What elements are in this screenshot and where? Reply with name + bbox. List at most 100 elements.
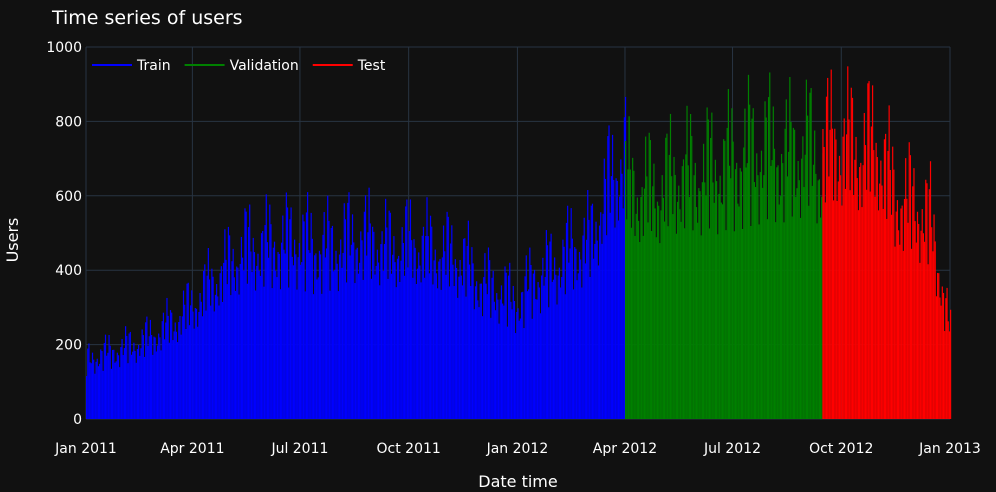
bar-train [194,307,196,419]
bar-test [883,139,886,419]
bar-validation [712,182,714,419]
bar-validation [744,108,746,419]
legend-label: Test [357,58,386,74]
bar-train [502,303,504,419]
legend-item-train[interactable]: Train [92,58,171,74]
bar-validation [723,139,725,419]
legend-item-test[interactable]: Test [312,58,386,74]
bar-train [533,269,536,419]
bar-train [541,275,543,419]
bar-train [328,220,330,419]
legend-label: Validation [230,58,299,74]
bar-validation [738,206,740,419]
bar-train [117,355,120,419]
bar-train [184,304,186,419]
bar-train [476,281,478,419]
bar-validation [806,115,809,419]
bar-validation [672,214,674,419]
bar-train [231,261,233,419]
bar-train [295,254,297,419]
bar-train [596,240,598,419]
bar-train [546,245,549,419]
bar-validation [732,141,734,419]
bar-train [103,342,105,419]
bar-validation [778,204,780,419]
bar-train [425,235,427,419]
bar-train [146,316,148,419]
bar-train [473,309,475,419]
bar-validation [701,182,703,419]
bar-train [266,242,269,419]
bar-train [292,265,295,419]
bar-validation [719,175,721,419]
bar-validation [727,89,729,420]
bar-train [250,251,252,419]
bar-train [382,271,384,419]
bar-validation [646,176,648,419]
bar-train [455,267,458,419]
bar-train [426,197,428,419]
bar-train [381,231,383,419]
bar-train [372,226,374,419]
bar-train [214,294,217,419]
bar-validation [640,197,642,419]
bar-test [900,208,902,419]
bar-test [908,142,910,419]
bar-test [948,331,951,419]
bar-train [338,254,341,419]
bar-validation [697,222,699,419]
bar-validation [728,165,731,419]
bar-train [203,270,205,419]
bar-test [914,221,916,419]
bar-train [169,310,172,419]
bar-test [907,222,909,419]
bar-train [578,251,581,419]
bar-train [325,248,328,419]
bar-train [520,292,523,419]
bar-train [400,260,402,419]
bar-validation [772,106,774,419]
bar-validation [637,220,640,419]
bar-train [444,251,446,419]
bar-train [195,308,198,419]
bar-train [576,280,578,419]
bar-train [171,312,173,419]
bar-train [552,279,555,419]
bar-train [395,287,397,419]
bar-train [100,349,102,419]
bar-train [590,205,592,419]
bar-test [834,128,836,419]
bar-train [149,319,152,419]
bar-train [270,224,272,419]
bar-train [336,263,338,419]
bar-test [892,146,894,419]
bar-train [272,247,274,419]
bar-validation [629,169,631,419]
bar-train [210,305,212,419]
bar-validation [682,159,685,419]
bar-validation [680,221,682,419]
bar-train [141,329,143,419]
bar-train [620,159,622,420]
bar-train [251,271,253,419]
bar-test [874,196,876,419]
bar-test [889,169,891,419]
bar-test [905,158,907,419]
bar-train [424,277,426,419]
legend-item-validation[interactable]: Validation [184,58,299,74]
bar-train [554,257,556,419]
bar-test [941,286,943,419]
bar-train [91,352,94,419]
bar-train [240,236,243,419]
bar-train [289,219,291,419]
bar-train [405,206,407,419]
bar-validation [673,156,675,419]
bar-train [390,273,393,419]
bar-train [285,192,287,419]
bar-train [362,279,364,419]
bar-train [134,350,136,419]
bar-train [305,212,308,419]
bar-train [403,275,406,419]
bar-train [392,254,394,419]
bar-test [931,227,933,419]
